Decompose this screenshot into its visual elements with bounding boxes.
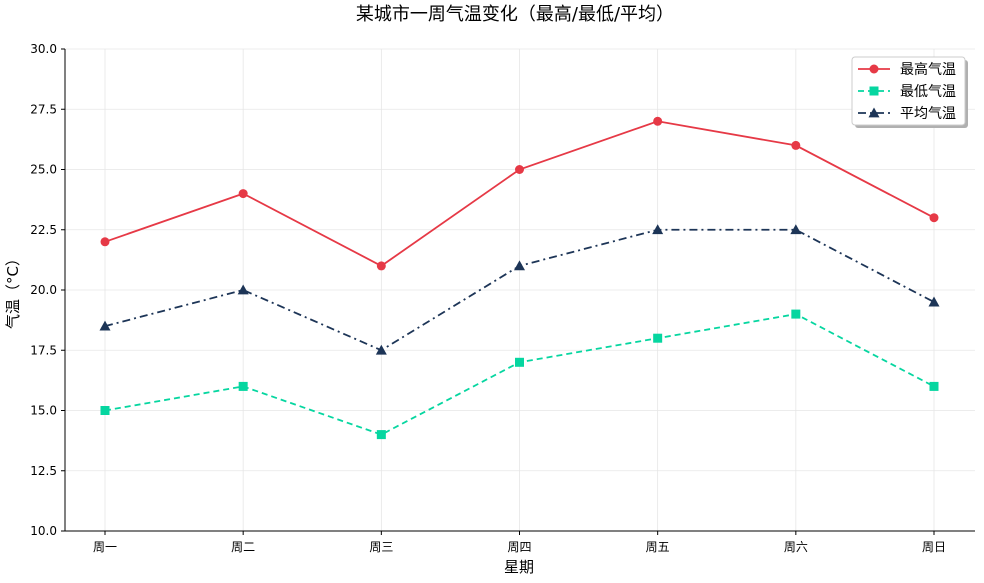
legend-label: 最高气温 (900, 61, 956, 78)
data-point (238, 189, 248, 199)
data-point (652, 224, 664, 235)
x-tick-label: 周五 (646, 540, 670, 554)
y-tick-label: 10.0 (30, 524, 57, 538)
y-tick-label: 22.5 (30, 223, 57, 237)
data-point (375, 344, 387, 355)
data-point (515, 357, 524, 367)
grid-layer (65, 48, 975, 532)
legend-item-2: 最低气温 (858, 84, 956, 100)
data-point (238, 381, 248, 391)
series-2 (100, 309, 939, 440)
legend-marker (868, 107, 880, 118)
tick-labels: 10.0 12.5 15.0 17.5 20.0 22.5 25.0 27.5 30.0 周一 周二… (30, 42, 946, 554)
y-tick-label: 30.0 (30, 42, 57, 56)
data-point (514, 260, 525, 271)
data-point (237, 284, 249, 295)
data-point (515, 165, 524, 174)
data-point (376, 261, 386, 271)
chart-title: 某城市一周气温变化（最高/最低/平均） (356, 4, 674, 25)
legend-marker (869, 64, 879, 74)
legend-item-3: 平均气温 (858, 106, 956, 122)
y-axis-title: 气温（°C） (4, 251, 22, 329)
data-point (100, 237, 110, 247)
y-tick-label: 15.0 (30, 404, 57, 418)
series-1 (100, 116, 939, 271)
data-point (100, 406, 110, 415)
x-axis-title: 星期 (504, 558, 534, 576)
x-tick-label: 周日 (922, 540, 946, 554)
x-tick-label: 周二 (231, 540, 255, 554)
legend-label: 平均气温 (900, 106, 956, 122)
data-point (653, 116, 663, 126)
legend-item-1: 最高气温 (858, 61, 956, 78)
data-point (99, 320, 111, 331)
data-point (929, 213, 939, 223)
x-tick-label: 周一 (93, 540, 117, 554)
x-tick-label: 周六 (784, 540, 808, 554)
series-3 (99, 224, 940, 355)
y-tick-label: 25.0 (30, 163, 57, 177)
data-point (929, 381, 939, 391)
data-point (791, 140, 801, 150)
x-tick-label: 周四 (507, 540, 531, 554)
data-point (928, 296, 940, 307)
y-tick-label: 27.5 (30, 102, 57, 116)
x-tick-label: 周三 (369, 540, 393, 554)
y-tick-label: 12.5 (30, 464, 57, 478)
data-point (790, 224, 802, 235)
y-tick-label: 17.5 (30, 343, 57, 357)
legend-label: 最低气温 (900, 84, 956, 100)
data-point (791, 309, 801, 319)
legend-marker (869, 86, 879, 96)
data-point (376, 430, 386, 440)
series-layer (99, 116, 940, 440)
y-tick-label: 20.0 (30, 283, 57, 297)
data-point (653, 333, 663, 343)
legend-box (851, 56, 966, 126)
